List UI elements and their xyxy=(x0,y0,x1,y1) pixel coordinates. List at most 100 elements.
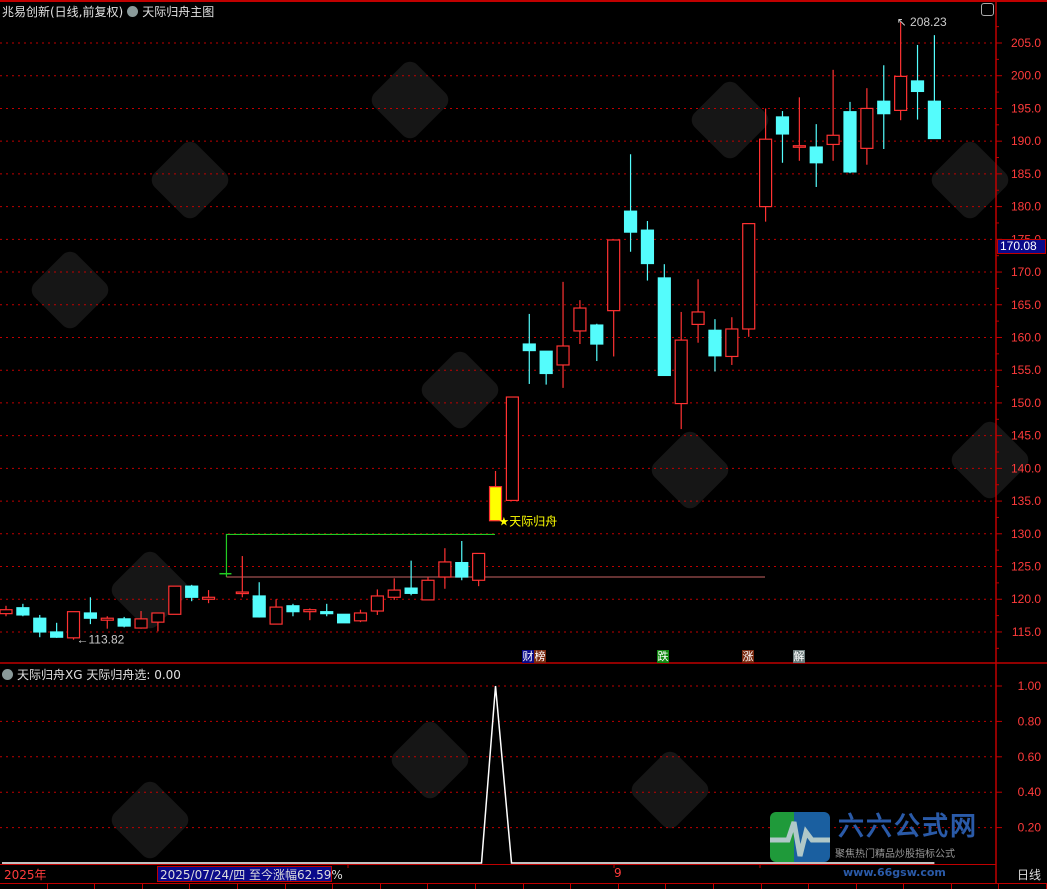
price-tick-label: 125.0 xyxy=(1011,560,1041,574)
year-label: 2025年 xyxy=(4,868,47,882)
candle-up xyxy=(269,606,283,625)
price-tick-label: 185.0 xyxy=(1011,167,1041,181)
candle-down xyxy=(657,277,671,377)
candle-down xyxy=(708,329,722,357)
candle-down xyxy=(522,343,536,352)
candle-up xyxy=(505,396,519,502)
candle-up xyxy=(353,612,368,622)
price-tick-label: 150.0 xyxy=(1011,396,1041,410)
indicator-tick-label: 0.20 xyxy=(1018,821,1042,835)
candle-up xyxy=(438,561,452,578)
price-tick-label: 170.0 xyxy=(1011,265,1041,279)
candle-down xyxy=(455,561,469,578)
low-price-label: ←113.82 xyxy=(77,633,125,647)
price-tick-label: 130.0 xyxy=(1011,527,1041,541)
candle-up xyxy=(826,134,840,146)
candle-up xyxy=(725,328,739,358)
price-tick-label: 160.0 xyxy=(1011,330,1041,344)
badge-unlock[interactable]: 解 xyxy=(793,650,805,663)
price-tick-label: 200.0 xyxy=(1011,69,1041,83)
indicator-tick-label: 0.40 xyxy=(1018,785,1042,799)
period-label[interactable]: 日线 xyxy=(1017,868,1042,882)
logo-icon xyxy=(770,812,830,862)
candle-up xyxy=(134,618,148,629)
candle-down xyxy=(404,587,418,594)
candle-down xyxy=(640,229,655,265)
badge-fall[interactable]: 跌 xyxy=(657,650,669,663)
candle-down xyxy=(33,617,47,633)
candle-up xyxy=(168,585,182,615)
high-price-label: ↖ 208.23 xyxy=(897,15,947,29)
candle-up xyxy=(792,145,806,148)
price-tick-label: 165.0 xyxy=(1011,298,1041,312)
selected-date-info: 2025/07/24/四 至今涨幅62.59% xyxy=(157,866,343,882)
signal-label: ★天际归舟 xyxy=(499,515,558,529)
candle-down xyxy=(320,611,334,615)
candle-down xyxy=(83,612,98,619)
candle-up xyxy=(573,307,587,332)
candle-up xyxy=(674,339,688,405)
main-indicator-name[interactable]: 天际归舟主图 xyxy=(142,5,215,19)
candle-up xyxy=(607,239,621,312)
lower-panel-title: 天际归舟XG 天际归舟选: 0.00 xyxy=(2,666,181,683)
indicator-tick-label: 1.00 xyxy=(1018,679,1042,693)
candle-down xyxy=(590,324,604,345)
signal-candle xyxy=(488,486,503,522)
candle-down xyxy=(252,595,266,618)
indicator-tick-label: 0.60 xyxy=(1018,750,1042,764)
candle-down xyxy=(809,146,823,164)
candle-up xyxy=(66,611,81,639)
date-axis xyxy=(0,864,996,883)
candle-up xyxy=(370,595,384,612)
candle-down xyxy=(50,631,64,638)
indicator-tick-label: 0.80 xyxy=(1018,714,1042,728)
candle-down xyxy=(927,100,942,140)
box-top-line xyxy=(225,533,495,577)
indicator-settings-icon[interactable] xyxy=(127,6,139,17)
candle-up xyxy=(860,107,874,149)
stock-name: 兆易创新(日线,前复权) xyxy=(2,5,124,19)
current-price-label: 170.08 xyxy=(997,239,1046,254)
candle-down xyxy=(117,618,131,627)
candle-up xyxy=(100,617,114,621)
price-tick-label: 180.0 xyxy=(1011,200,1041,214)
badge-rise[interactable]: 涨 xyxy=(742,650,754,663)
badge-finance[interactable]: 财 xyxy=(522,650,534,663)
price-tick-label: 205.0 xyxy=(1011,36,1041,50)
candle-up xyxy=(472,552,486,581)
candle-up xyxy=(303,609,317,613)
candle-up xyxy=(201,596,216,600)
indicator-line xyxy=(2,685,935,864)
chart-title: 兆易创新(日线,前复权) 天际归舟主图 xyxy=(2,3,214,20)
candle-up xyxy=(235,591,249,595)
candle-up xyxy=(421,579,435,601)
candle-down xyxy=(775,116,790,135)
logo-slogan: 聚焦热门精品炒股指标公式 xyxy=(835,849,955,860)
indicator-settings-icon[interactable] xyxy=(2,669,13,680)
candle-down xyxy=(337,613,351,624)
lower-indicator-value: 天际归舟选: 0.00 xyxy=(86,668,181,682)
candle-down xyxy=(16,607,30,616)
lower-indicator-name[interactable]: 天际归舟XG xyxy=(17,668,83,682)
logo-name: 六六公式网 xyxy=(838,812,979,842)
candle-down xyxy=(623,210,638,233)
candle-down xyxy=(539,350,553,375)
window-toggle-icon[interactable] xyxy=(981,3,994,16)
candle-down xyxy=(910,80,925,93)
candle-up xyxy=(387,589,401,598)
candle-down xyxy=(185,585,199,598)
candle-down xyxy=(843,111,857,173)
candle-up xyxy=(691,311,705,325)
candle-up xyxy=(894,75,908,112)
price-tick-label: 135.0 xyxy=(1011,494,1041,508)
badge-rank[interactable]: 榜 xyxy=(534,650,546,663)
candle-up xyxy=(151,612,165,623)
candle-down xyxy=(286,605,300,613)
bottom-toolbar[interactable] xyxy=(0,883,1047,889)
price-tick-label: 120.0 xyxy=(1011,592,1041,606)
price-tick-label: 195.0 xyxy=(1011,101,1041,115)
price-tick-label: 145.0 xyxy=(1011,429,1041,443)
candle-up xyxy=(758,138,773,208)
price-tick-label: 140.0 xyxy=(1011,461,1041,475)
